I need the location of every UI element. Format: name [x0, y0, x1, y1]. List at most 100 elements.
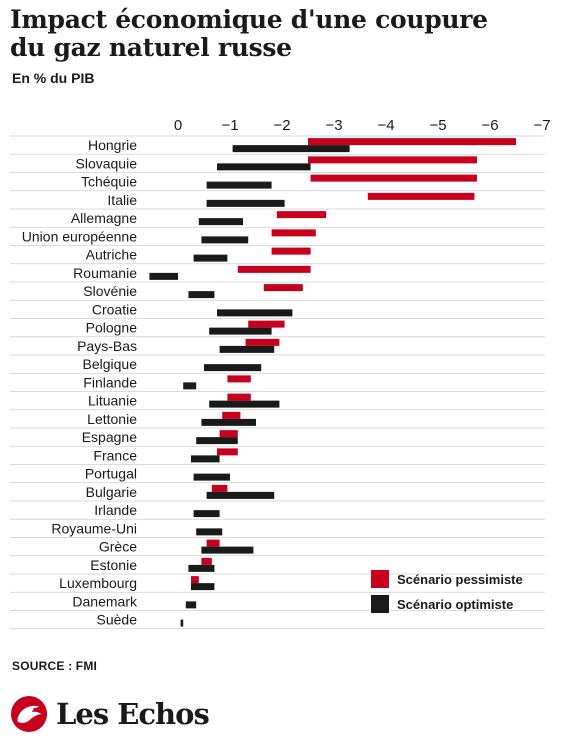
bar-optimiste — [191, 455, 220, 463]
bar-optimiste — [149, 272, 178, 280]
bar-optimiste — [217, 309, 293, 317]
bar-optimiste — [206, 199, 285, 207]
x-axis-ticks: 0 −1 −2 −3 −4 −5 −6 −7 — [174, 117, 551, 134]
category-label: Union européenne — [22, 228, 137, 244]
bar-pessimiste — [227, 393, 251, 401]
bar-optimiste — [209, 400, 280, 408]
gridlines — [10, 135, 545, 630]
category-label: Lituanie — [88, 393, 137, 409]
bar-optimiste — [232, 145, 350, 153]
category-label: Finlande — [83, 374, 137, 390]
bar-optimiste — [201, 236, 249, 244]
title-line-2: du gaz naturel russe — [10, 33, 292, 62]
bar-optimiste — [183, 382, 197, 390]
category-label: Lettonie — [87, 411, 137, 427]
category-label: Bulgarie — [86, 484, 138, 500]
category-label: Croatie — [92, 301, 137, 317]
category-label: Estonie — [90, 557, 137, 573]
range-bar-chart: 0 −1 −2 −3 −4 −5 −6 −7 Hongrie Slovaquie Tchéquie… — [10, 117, 551, 630]
x-tick-label: 0 — [174, 117, 182, 134]
category-label: Suède — [97, 612, 138, 628]
bar-pessimiste — [271, 247, 311, 255]
category-label: Pologne — [86, 320, 138, 336]
category-label: Belgique — [83, 356, 138, 372]
bar-pessimiste — [308, 156, 477, 164]
category-label: Autriche — [86, 247, 138, 263]
bar-optimiste — [193, 510, 220, 518]
bar-pessimiste — [219, 430, 238, 438]
legend-swatch — [371, 570, 389, 588]
title-line-1: Impact économique d'une coupure — [10, 5, 488, 34]
x-tick-label: −4 — [377, 117, 394, 134]
bar-pessimiste — [310, 174, 477, 182]
bar-optimiste — [201, 546, 254, 554]
bar-pessimiste — [217, 448, 238, 456]
bar-optimiste — [180, 619, 184, 627]
category-label: Grèce — [99, 539, 137, 555]
category-label: Danemark — [72, 593, 138, 609]
bar-pessimiste — [237, 265, 311, 273]
brand-logo: Les Echos — [10, 692, 210, 736]
x-tick-label: −7 — [533, 117, 550, 134]
bar-optimiste — [217, 163, 311, 171]
les-echos-emblem-icon — [10, 695, 48, 733]
category-label: Portugal — [85, 466, 137, 482]
x-tick-label: −1 — [221, 117, 238, 134]
bar-optimiste — [188, 291, 215, 299]
bar-optimiste — [196, 437, 238, 445]
bar-pessimiste — [227, 375, 251, 383]
bar-pessimiste — [206, 539, 220, 547]
bar-optimiste — [193, 254, 228, 262]
bars — [149, 138, 516, 627]
bar-pessimiste — [211, 484, 228, 492]
bar-pessimiste — [276, 211, 327, 219]
category-labels: Hongrie Slovaquie Tchéquie Italie Allemagne U… — [22, 137, 138, 628]
bar-optimiste — [206, 181, 272, 189]
bar-pessimiste — [271, 229, 316, 237]
x-tick-label: −6 — [481, 117, 498, 134]
bar-pessimiste — [308, 138, 516, 146]
bar-pessimiste — [245, 338, 280, 346]
category-label: France — [93, 447, 137, 463]
legend: Scénario pessimiste Scénario optimiste — [371, 570, 523, 613]
bar-pessimiste — [222, 411, 241, 419]
category-label: Roumanie — [73, 265, 137, 281]
bar-pessimiste — [201, 557, 212, 565]
x-tick-label: −5 — [429, 117, 446, 134]
legend-label: Scénario optimiste — [397, 597, 513, 612]
bar-pessimiste — [367, 192, 475, 200]
bar-optimiste — [201, 418, 256, 426]
category-label: Tchéquie — [81, 174, 137, 190]
category-label: Espagne — [82, 429, 137, 445]
bar-optimiste — [198, 218, 243, 226]
category-label: Slovaquie — [76, 155, 138, 171]
category-label: Hongrie — [88, 137, 137, 153]
category-label: Pays-Bas — [77, 338, 137, 354]
category-label: Allemagne — [71, 210, 137, 226]
bar-optimiste — [188, 564, 215, 572]
bar-optimiste — [185, 601, 197, 609]
bar-pessimiste — [191, 576, 199, 584]
brand-name: Les Echos — [56, 697, 210, 731]
bar-optimiste — [191, 583, 215, 591]
bar-optimiste — [219, 345, 275, 353]
bar-pessimiste — [263, 284, 303, 292]
bar-optimiste — [206, 491, 275, 499]
category-label: Irlande — [94, 502, 137, 518]
bar-pessimiste — [248, 320, 285, 328]
legend-swatch — [371, 595, 389, 613]
bar-optimiste — [204, 364, 262, 372]
category-label: Slovénie — [83, 283, 137, 299]
legend-label: Scénario pessimiste — [397, 572, 523, 587]
category-label: Italie — [107, 192, 137, 208]
bar-optimiste — [193, 473, 230, 481]
category-label: Luxembourg — [59, 575, 137, 591]
category-label: Royaume-Uni — [51, 520, 137, 536]
x-tick-label: −2 — [273, 117, 290, 134]
bar-optimiste — [196, 528, 223, 536]
chart-subtitle: En % du PIB — [12, 70, 95, 86]
chart-title: Impact économique d'une coupure du gaz n… — [10, 6, 550, 62]
source-note: SOURCE : FMI — [12, 659, 98, 673]
x-tick-label: −3 — [325, 117, 342, 134]
bar-optimiste — [209, 327, 272, 335]
